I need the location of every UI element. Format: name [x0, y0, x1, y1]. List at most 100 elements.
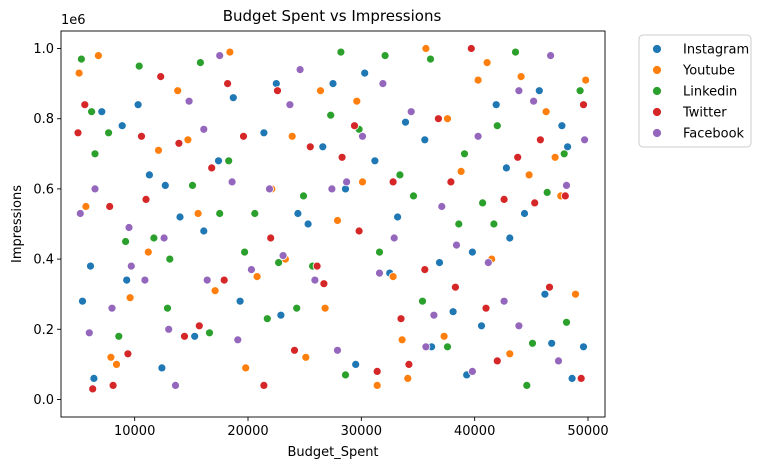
point-twitter-40 [396, 314, 406, 324]
x-axis-label: Budget_Spent [287, 445, 378, 460]
point-linkedin-30 [87, 107, 96, 117]
point-linkedin-20 [426, 54, 435, 64]
point-youtube-7 [225, 47, 235, 57]
point-facebook-32 [580, 135, 589, 145]
point-twitter-43 [536, 135, 545, 145]
point-youtube-21 [473, 75, 483, 85]
point-linkedin-11 [274, 258, 284, 268]
point-youtube-28 [81, 202, 91, 211]
point-facebook-12 [265, 184, 274, 194]
point-instagram-3 [117, 121, 127, 131]
point-facebook-11 [246, 265, 256, 275]
point-twitter-19 [388, 177, 398, 187]
y-tick-label: 0.6 [33, 182, 54, 197]
point-instagram-37 [190, 331, 200, 341]
y-tick-label: 1.0 [33, 42, 54, 57]
point-youtube-13 [333, 216, 342, 225]
point-linkedin-5 [165, 254, 175, 264]
point-facebook-35 [164, 324, 174, 334]
point-twitter-6 [174, 138, 184, 148]
point-instagram-47 [563, 142, 572, 152]
legend-label-twitter: Twitter [682, 106, 727, 121]
point-linkedin-3 [121, 237, 130, 246]
point-facebook-1 [90, 184, 100, 194]
y-tick-label: 0.2 [33, 323, 54, 338]
point-twitter-12 [273, 86, 282, 96]
point-facebook-21 [406, 107, 416, 117]
point-instagram-4 [133, 100, 143, 110]
y-axis: 0.0 0.2 0.4 0.6 0.8 1.0 [33, 42, 61, 408]
point-instagram-25 [477, 321, 486, 331]
point-instagram-9 [214, 156, 223, 166]
point-youtube-27 [571, 289, 580, 299]
point-facebook-9 [215, 51, 225, 60]
point-linkedin-37 [299, 191, 308, 201]
point-twitter-32 [80, 100, 90, 110]
x-axis: 10000 20000 30000 40000 50000 [114, 417, 609, 439]
chart-title: Budget Spent vs Impressions [223, 7, 442, 25]
point-youtube-35 [320, 303, 330, 313]
legend-marker-facebook [652, 128, 662, 138]
series-linkedin [77, 47, 585, 390]
point-instagram-6 [160, 180, 170, 190]
point-youtube-31 [183, 135, 193, 145]
point-youtube-38 [443, 114, 452, 124]
point-instagram-21 [420, 135, 430, 145]
point-youtube-24 [524, 170, 534, 180]
point-twitter-14 [305, 142, 315, 152]
point-linkedin-26 [528, 338, 537, 348]
point-twitter-44 [579, 100, 588, 110]
point-instagram-10 [235, 296, 245, 306]
point-facebook-5 [159, 233, 169, 243]
point-facebook-31 [562, 180, 571, 190]
y-tick-label: 0.4 [33, 253, 54, 268]
point-twitter-9 [223, 79, 233, 88]
point-youtube-6 [193, 209, 203, 218]
point-linkedin-28 [559, 149, 569, 159]
point-twitter-42 [492, 356, 502, 366]
point-linkedin-43 [522, 380, 532, 390]
point-linkedin-23 [478, 198, 488, 208]
point-linkedin-35 [215, 209, 225, 218]
point-twitter-27 [513, 152, 523, 162]
point-linkedin-1 [90, 149, 100, 159]
point-linkedin-9 [240, 247, 250, 257]
point-instagram-12 [271, 79, 281, 88]
legend: Instagram Youtube Linkedin Twitter Facebook [638, 34, 752, 148]
point-facebook-29 [529, 96, 538, 106]
series-youtube [74, 44, 591, 390]
point-twitter-37 [266, 233, 276, 243]
point-facebook-17 [342, 177, 352, 187]
point-youtube-19 [439, 331, 449, 341]
point-facebook-23 [437, 202, 447, 211]
point-instagram-39 [276, 310, 286, 320]
point-linkedin-6 [188, 180, 197, 190]
point-linkedin-8 [224, 156, 234, 166]
point-linkedin-41 [454, 219, 464, 229]
point-linkedin-15 [336, 47, 346, 57]
point-instagram-23 [448, 307, 458, 317]
point-twitter-24 [466, 44, 476, 53]
point-instagram-44 [467, 247, 477, 257]
x-tick-label: 10000 [114, 424, 155, 439]
point-twitter-18 [372, 366, 382, 376]
point-twitter-20 [404, 359, 414, 369]
point-linkedin-10 [262, 314, 272, 324]
point-twitter-2 [105, 202, 115, 211]
point-instagram-32 [567, 373, 577, 383]
point-twitter-0 [73, 128, 83, 138]
point-youtube-23 [505, 349, 515, 359]
point-linkedin-2 [104, 128, 113, 138]
legend-frame [638, 34, 752, 148]
point-facebook-16 [327, 184, 337, 194]
point-youtube-12 [316, 86, 325, 96]
point-instagram-15 [328, 79, 338, 88]
point-facebook-30 [546, 51, 555, 60]
point-facebook-10 [227, 177, 237, 187]
point-facebook-26 [483, 258, 493, 268]
point-youtube-41 [550, 152, 560, 162]
point-youtube-40 [516, 72, 526, 81]
point-youtube-15 [372, 380, 382, 390]
plot-frame [60, 30, 606, 418]
legend-label-instagram: Instagram [683, 43, 749, 58]
